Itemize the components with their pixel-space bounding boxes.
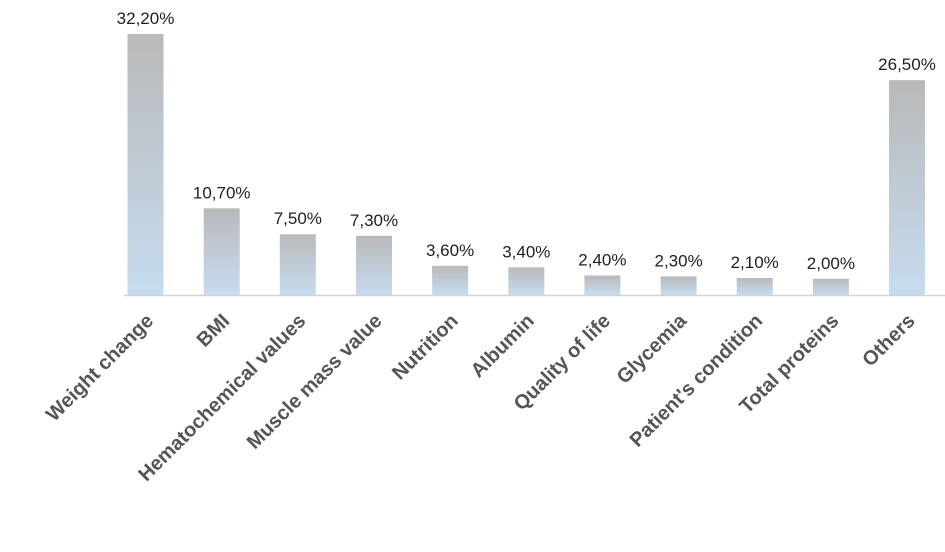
category-tick-label: Muscle mass value [243,310,387,454]
bar [432,265,469,295]
data-label: 10,70% [193,183,251,202]
data-label: 3,40% [502,242,550,261]
data-label: 2,30% [654,251,702,270]
bar [356,235,392,295]
data-labels-group: 32,20% 10,70% 7,50% 7,30% 3,60% 3,40% 2,40% 2,3… [117,9,936,273]
bar [660,276,697,295]
data-label: 2,00% [807,254,855,273]
data-label: 32,20% [117,9,175,28]
bar [736,278,773,295]
category-tick-label: Patient's condition [626,310,767,451]
bar [889,80,925,295]
category-tick-label: Others [858,310,919,371]
category-tick-label: Glycemia [613,309,692,388]
data-label: 2,10% [731,253,779,272]
category-tick-label: Weight change [42,310,158,426]
category-tick-label: Albumin [467,310,539,382]
category-tick-label: Nutrition [388,310,462,384]
bar [508,267,545,295]
data-label: 7,50% [274,209,322,228]
bars-group [127,34,925,295]
data-label: 7,30% [350,211,398,230]
data-label: 3,60% [426,241,474,260]
bar [584,275,621,295]
bar [203,208,240,295]
data-label: 26,50% [878,55,936,74]
category-tick-label: BMI [193,310,234,351]
data-label: 2,40% [578,251,626,270]
bar [127,34,164,295]
bar [812,278,849,295]
bar [279,234,316,295]
